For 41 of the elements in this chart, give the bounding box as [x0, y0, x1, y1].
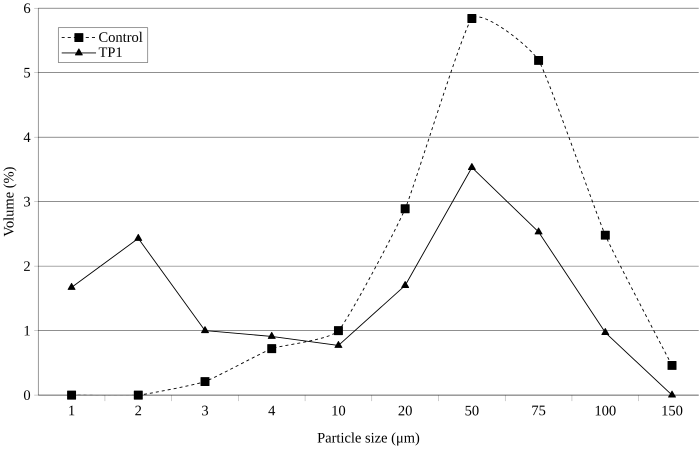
x-tick-label: 10 — [332, 406, 346, 416]
x-tick-label: 2 — [135, 406, 142, 416]
y-tick-label: 2 — [24, 261, 30, 271]
point — [534, 56, 544, 65]
legend-label: Control — [99, 32, 142, 42]
point — [200, 377, 210, 386]
x-tick-label: 100 — [596, 406, 616, 416]
point — [334, 340, 342, 348]
point — [534, 228, 543, 234]
point — [401, 281, 410, 288]
point — [600, 230, 610, 240]
x-tick-label: 4 — [268, 406, 276, 416]
legend-label: TP1 — [98, 47, 122, 57]
point — [467, 14, 476, 24]
y-tick-label: 0 — [24, 390, 30, 400]
point — [468, 163, 476, 170]
point — [67, 390, 76, 400]
y-tick-label: 3 — [24, 196, 30, 207]
point — [134, 390, 143, 400]
y-tick-label: 6 — [24, 3, 30, 14]
point — [201, 326, 209, 334]
x-tick-label: 150 — [662, 406, 682, 416]
y-axis-title: Volume (%) — [3, 167, 16, 237]
x-tick-label: 20 — [398, 406, 412, 416]
point — [267, 344, 276, 354]
y-tick-label: 4 — [24, 132, 30, 142]
point — [134, 234, 142, 241]
x-tick-label: 50 — [465, 406, 479, 416]
x-tick-label: 1 — [69, 406, 74, 416]
x-axis-title: Particle size (μm) — [318, 432, 420, 446]
point — [334, 326, 343, 336]
point — [668, 390, 676, 398]
y-tick-label: 5 — [24, 68, 30, 78]
point — [400, 204, 410, 214]
point — [601, 328, 610, 336]
x-tick-label: 3 — [202, 406, 208, 416]
x-tick-label: 75 — [532, 406, 546, 416]
point — [268, 332, 276, 339]
point — [68, 282, 76, 290]
point — [668, 360, 676, 370]
y-tick-label: 1 — [24, 326, 30, 336]
